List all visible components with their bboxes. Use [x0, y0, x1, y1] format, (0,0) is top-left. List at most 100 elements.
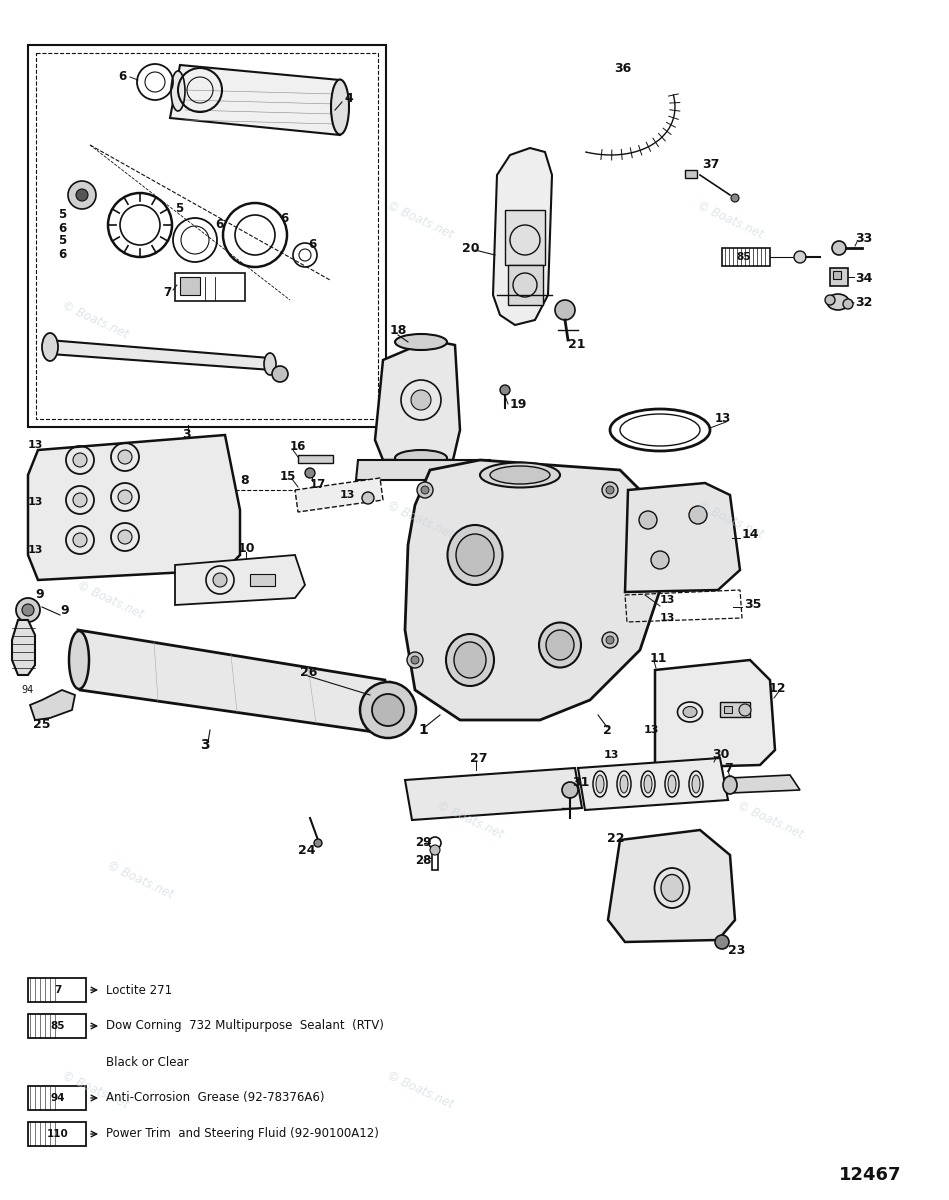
Text: 7: 7: [163, 286, 171, 299]
Ellipse shape: [331, 79, 349, 134]
Polygon shape: [175, 554, 305, 605]
Ellipse shape: [490, 466, 550, 484]
Text: Anti-Corrosion  Grease (92-78376A6): Anti-Corrosion Grease (92-78376A6): [106, 1092, 325, 1104]
Ellipse shape: [381, 682, 399, 734]
Circle shape: [360, 682, 416, 738]
Bar: [28, 1014, 86, 1038]
Text: 34: 34: [855, 271, 872, 284]
Circle shape: [602, 632, 618, 648]
Circle shape: [73, 493, 87, 506]
Polygon shape: [625, 482, 740, 592]
Ellipse shape: [546, 630, 574, 660]
Text: 2: 2: [603, 724, 612, 737]
Ellipse shape: [683, 707, 697, 718]
Polygon shape: [48, 340, 272, 370]
Text: 10: 10: [238, 541, 255, 554]
Ellipse shape: [395, 450, 447, 466]
Circle shape: [606, 636, 614, 644]
Text: 13: 13: [604, 750, 620, 760]
Circle shape: [715, 935, 729, 949]
Polygon shape: [28, 434, 240, 580]
Text: 31: 31: [572, 775, 589, 788]
Polygon shape: [375, 340, 460, 460]
Circle shape: [731, 194, 739, 202]
Text: 13: 13: [644, 725, 660, 734]
Bar: [830, 268, 848, 286]
Text: 85: 85: [50, 1021, 65, 1031]
Text: 14: 14: [742, 528, 759, 541]
Text: 4: 4: [344, 91, 353, 104]
Text: 25: 25: [33, 719, 50, 732]
Text: 85: 85: [736, 252, 751, 262]
Bar: [175, 272, 245, 301]
Text: 7: 7: [724, 762, 733, 774]
Circle shape: [118, 450, 132, 464]
Circle shape: [500, 385, 510, 395]
Text: Power Trim  and Steering Fluid (92-90100A12): Power Trim and Steering Fluid (92-90100A…: [106, 1128, 379, 1140]
Text: © Boats.net: © Boats.net: [104, 859, 176, 901]
Circle shape: [314, 839, 322, 847]
Circle shape: [22, 604, 34, 616]
Text: 18: 18: [390, 324, 407, 336]
Text: 13: 13: [715, 412, 732, 425]
Text: 36: 36: [614, 61, 631, 74]
Ellipse shape: [480, 462, 560, 487]
Text: 27: 27: [470, 751, 488, 764]
Text: 32: 32: [855, 296, 872, 310]
Text: © Boats.net: © Boats.net: [695, 199, 765, 241]
Text: 11: 11: [650, 652, 667, 665]
Text: 6: 6: [118, 71, 126, 84]
Polygon shape: [578, 758, 728, 810]
Polygon shape: [608, 830, 735, 942]
Text: 13: 13: [660, 595, 676, 605]
Ellipse shape: [596, 775, 604, 793]
Circle shape: [417, 482, 433, 498]
Bar: [722, 248, 770, 266]
Text: Loctite 271: Loctite 271: [106, 984, 172, 996]
Text: 6: 6: [58, 248, 66, 262]
Text: 5: 5: [58, 234, 66, 247]
Circle shape: [602, 482, 618, 498]
Bar: [505, 210, 545, 265]
Circle shape: [372, 694, 404, 726]
Text: 13: 13: [28, 545, 44, 554]
Bar: [432, 852, 438, 870]
Circle shape: [272, 366, 288, 382]
Circle shape: [76, 188, 88, 200]
Circle shape: [562, 782, 578, 798]
Circle shape: [118, 530, 132, 544]
Ellipse shape: [692, 775, 700, 793]
Polygon shape: [730, 775, 800, 793]
Polygon shape: [170, 65, 340, 134]
Text: 6: 6: [280, 211, 288, 224]
Text: 20: 20: [462, 241, 479, 254]
Ellipse shape: [264, 353, 276, 374]
Ellipse shape: [42, 332, 58, 361]
Circle shape: [16, 598, 40, 622]
Text: © Boats.net: © Boats.net: [384, 199, 456, 241]
Text: 3: 3: [200, 738, 210, 752]
Text: 29: 29: [415, 836, 432, 850]
Text: 9: 9: [35, 588, 44, 601]
Text: 5: 5: [175, 202, 183, 215]
Text: 8: 8: [240, 474, 249, 486]
Bar: [833, 271, 841, 278]
Ellipse shape: [843, 299, 853, 308]
Text: 9: 9: [60, 604, 68, 617]
Text: 33: 33: [855, 232, 872, 245]
Circle shape: [73, 533, 87, 547]
Ellipse shape: [454, 642, 486, 678]
Ellipse shape: [825, 295, 835, 305]
Text: 24: 24: [298, 844, 315, 857]
Bar: [298, 455, 333, 463]
Text: 6: 6: [215, 218, 223, 232]
Polygon shape: [295, 478, 383, 512]
Bar: [28, 978, 86, 1002]
Circle shape: [739, 704, 751, 716]
Polygon shape: [405, 460, 660, 720]
Text: 26: 26: [300, 666, 317, 678]
Text: 13: 13: [340, 490, 355, 500]
Ellipse shape: [69, 631, 89, 689]
Circle shape: [411, 656, 419, 664]
Text: © Boats.net: © Boats.net: [60, 299, 130, 341]
